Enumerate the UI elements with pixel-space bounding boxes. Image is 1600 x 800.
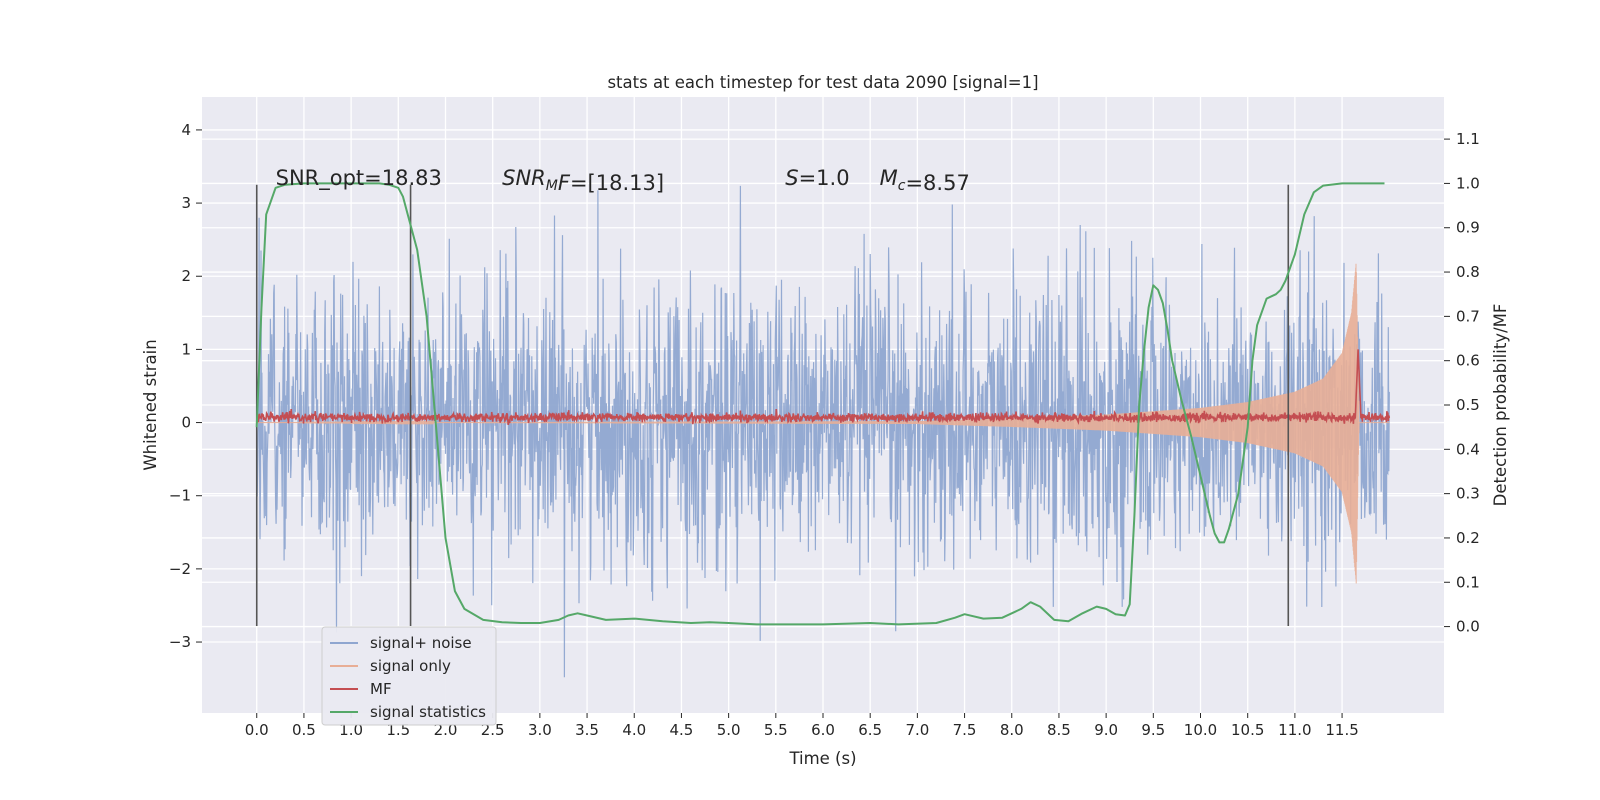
series-line-signal-statistics bbox=[255, 182, 1385, 626]
annotation-part: M bbox=[546, 178, 558, 194]
y2-tick-label: 1.1 bbox=[1456, 130, 1480, 148]
x-tick-label: 0.0 bbox=[245, 721, 269, 739]
annotation-2: SNRMF=[18.13] bbox=[502, 166, 664, 195]
y-tick-label: 4 bbox=[181, 121, 191, 139]
x-tick-label: 8.5 bbox=[1047, 721, 1071, 739]
y2-tick-label: 0.8 bbox=[1456, 263, 1480, 281]
x-tick-label: 5.0 bbox=[717, 721, 741, 739]
x-tick-label: 11.5 bbox=[1325, 721, 1358, 739]
legend-box bbox=[321, 626, 497, 726]
annotation-4: Mc=8.57 bbox=[880, 166, 970, 195]
annotation-part: c bbox=[898, 178, 906, 194]
x-tick-label: 4.0 bbox=[622, 721, 646, 739]
y-axis-label: Whitened strain bbox=[141, 339, 160, 470]
x-tick-label: 8.0 bbox=[1000, 721, 1024, 739]
annotation-part: SNR_opt=18.83 bbox=[276, 166, 442, 191]
annotation-part: S bbox=[785, 166, 798, 190]
x-tick-label: 4.5 bbox=[670, 721, 694, 739]
y2-axis-label: Detection probability/MF bbox=[1491, 304, 1510, 507]
y-tick-label: −1 bbox=[169, 487, 191, 505]
annotation-part: F bbox=[558, 171, 571, 195]
x-tick-label: 0.5 bbox=[292, 721, 316, 739]
y2-tick-label: 0.3 bbox=[1456, 485, 1480, 503]
x-tick-label: 11.0 bbox=[1278, 721, 1311, 739]
series-clip-group bbox=[255, 182, 1391, 678]
x-tick-label: 7.0 bbox=[905, 721, 929, 739]
annotations: SNR_opt=18.83 SNRMF=[18.13] S=1.0 Mc=8.57 bbox=[276, 166, 970, 195]
x-tick-label: 10.0 bbox=[1184, 721, 1217, 739]
annotation-3: S=1.0 bbox=[785, 166, 849, 190]
x-tick-label: 9.0 bbox=[1094, 721, 1118, 739]
y2-tick-label: 0.1 bbox=[1456, 573, 1480, 591]
y-tick-label: 1 bbox=[181, 340, 191, 358]
x-tick-label: 10.5 bbox=[1231, 721, 1264, 739]
y-tick-label: −3 bbox=[169, 633, 191, 651]
y2-tick-label: 0.2 bbox=[1456, 529, 1480, 547]
y-tick-label: 2 bbox=[181, 267, 191, 285]
y2-tick-label: 0.6 bbox=[1456, 352, 1480, 370]
annotation-part: =1.0 bbox=[799, 166, 850, 190]
legend-entry: MF bbox=[370, 680, 392, 698]
x-tick-label: 3.0 bbox=[528, 721, 552, 739]
annotation-1: SNR_opt=18.83 bbox=[276, 166, 442, 191]
x-axis-label: Time (s) bbox=[788, 749, 856, 768]
y-tick-label: −2 bbox=[169, 560, 191, 578]
x-tick-label: 3.5 bbox=[575, 721, 599, 739]
y-tick-label: 0 bbox=[181, 414, 191, 432]
x-tick-label: 7.5 bbox=[953, 721, 977, 739]
legend-entry: signal+ noise bbox=[370, 634, 472, 652]
axes: 0.0 0.5 1.0 1.5 2.0 2.5 3.0 3.5 4.0 4.5 5.0 5.5 6.0 6… bbox=[169, 121, 1480, 739]
legend: signal+ noise signal only MF signal statist… bbox=[321, 626, 497, 726]
y2-tick-label: 1.0 bbox=[1456, 174, 1480, 192]
x-tick-label: 5.5 bbox=[764, 721, 788, 739]
y2-tick-label: 0.5 bbox=[1456, 396, 1480, 414]
y2-tick-label: 0.7 bbox=[1456, 307, 1480, 325]
chart-title: stats at each timestep for test data 209… bbox=[607, 73, 1038, 92]
y2-tick-label: 0.4 bbox=[1456, 440, 1480, 458]
x-tick-label: 9.5 bbox=[1141, 721, 1165, 739]
y-tick-label: 3 bbox=[181, 194, 191, 212]
series-line-mf bbox=[255, 349, 1391, 425]
series-layer bbox=[255, 182, 1391, 678]
x-tick-label: 6.5 bbox=[858, 721, 882, 739]
y2-tick-label: 0.9 bbox=[1456, 219, 1480, 237]
series-line-signal-only bbox=[256, 263, 1390, 584]
legend-entry: signal statistics bbox=[370, 703, 486, 721]
annotation-part: M bbox=[880, 166, 898, 190]
annotation-part: =[18.13] bbox=[570, 171, 664, 195]
annotation-part: SNR bbox=[502, 166, 546, 190]
legend-entry: signal only bbox=[370, 657, 451, 675]
annotation-part: =8.57 bbox=[905, 171, 969, 195]
x-tick-label: 6.0 bbox=[811, 721, 835, 739]
y2-tick-label: 0.0 bbox=[1456, 618, 1480, 636]
